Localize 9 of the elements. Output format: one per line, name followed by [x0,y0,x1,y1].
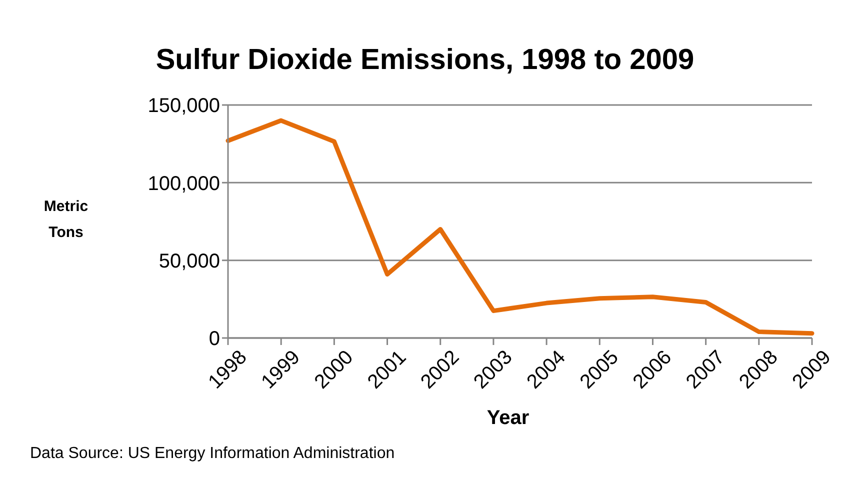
y-tick-label: 0 [208,328,220,350]
y-tick-label: 100,000 [148,172,220,195]
y-tick-label: 50,000 [158,250,220,272]
line-series [226,118,814,336]
x-axis-title: Year [486,407,530,430]
chart-title: Sulfur Dioxide Emissions, 1998 to 2009 [154,44,696,77]
y-axis-title: Metric Tons [42,197,90,243]
y-tick-label: 150,000 [148,95,220,118]
source-note: Data Source: US Energy Information Administration [30,445,395,463]
